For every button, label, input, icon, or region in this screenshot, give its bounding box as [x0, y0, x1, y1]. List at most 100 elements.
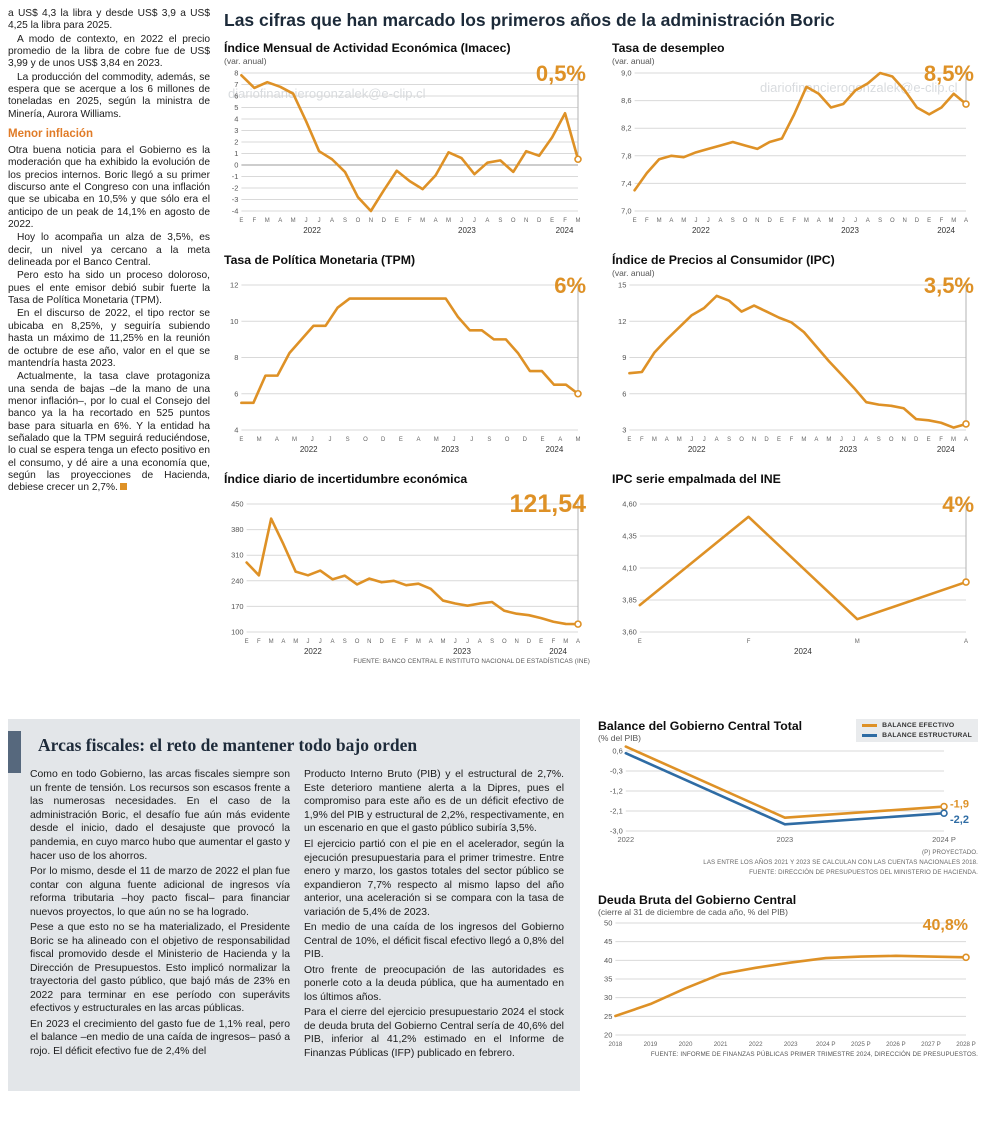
y-tick-label: 7: [234, 80, 238, 89]
y-tick-label: 0,6: [612, 747, 622, 756]
article-paragraph: Otro frente de preocupación de las autor…: [304, 964, 564, 1003]
x-tick-label: J: [311, 437, 314, 443]
x-tick-label: J: [473, 218, 476, 224]
y-tick-label: -4: [232, 207, 239, 216]
chart-ipc: Índice de Precios al Consumidor (IPC) (v…: [612, 253, 978, 454]
year-label: 2022: [300, 445, 318, 454]
article-paragraph: Por lo mismo, desde el 11 de marzo de 20…: [30, 866, 290, 918]
x-tick-label: S: [490, 639, 494, 645]
chart-plot: 4,60 4,35 4,10 3,85 3,60 E F M A 2024 4%: [612, 492, 978, 656]
x-tick-label: S: [877, 437, 881, 443]
x-tick-label: M: [677, 437, 682, 443]
y-tick-label: 3: [622, 426, 626, 435]
chart-subtitle: (var. anual): [612, 268, 655, 279]
y-tick-label: -1: [232, 172, 239, 181]
x-tick-label: M: [681, 218, 686, 224]
year-label: 2023: [841, 226, 859, 235]
article-paragraph: A modo de contexto, en 2022 el precio pr…: [8, 33, 210, 70]
chart-line-0: [240, 74, 580, 213]
x-tick-label: S: [731, 218, 735, 224]
y-tick-label: 15: [618, 281, 626, 290]
y-tick-label: 3,60: [622, 628, 637, 637]
chart-title: Tasa de desempleo: [612, 41, 725, 55]
x-tick-label: 2025 P: [851, 1041, 871, 1048]
x-tick-label: S: [346, 437, 350, 443]
chart-incertidumbre: Índice diario de incertidumbre económica…: [224, 472, 590, 665]
y-tick-label: -1,2: [610, 787, 623, 796]
x-tick-label: O: [511, 218, 516, 224]
year-label: 2023: [458, 226, 476, 235]
x-tick-label: M: [293, 639, 298, 645]
chart-title: Balance del Gobierno Central Total: [598, 719, 803, 734]
y-tick-label: 4,60: [622, 500, 637, 509]
x-tick-label: 2019: [644, 1041, 658, 1048]
year-label: 2024: [937, 226, 955, 235]
x-tick-label: 2023: [777, 835, 794, 844]
x-tick-label: J: [305, 218, 308, 224]
x-tick-label: A: [669, 218, 673, 224]
x-tick-label: O: [505, 437, 510, 443]
x-tick-label: E: [395, 218, 399, 224]
x-tick-label: E: [927, 218, 931, 224]
x-tick-label: M: [801, 437, 806, 443]
x-tick-label: J: [318, 218, 321, 224]
x-tick-label: D: [382, 218, 387, 224]
x-tick-label: A: [434, 218, 438, 224]
x-tick-label: F: [408, 218, 412, 224]
y-tick-label: 170: [231, 602, 244, 611]
article-subheading: Menor inflación: [8, 128, 93, 141]
x-tick-label: J: [703, 437, 706, 443]
line-chart-canvas: 9,0 8,6 8,2 7,8 7,4 7,0 E F M A M J J A S O N D E F M A M J J A S O…: [612, 67, 978, 235]
chart-deuda: Deuda Bruta del Gobierno Central (cierre…: [598, 893, 978, 1058]
y-tick-label: 1: [234, 149, 238, 158]
y-tick-label: 0: [234, 161, 238, 170]
series-end-label: -2,2: [950, 815, 969, 827]
x-tick-label: 2022: [617, 835, 634, 844]
x-tick-label: J: [466, 639, 469, 645]
chart-subtitle: (% del PIB): [598, 733, 641, 744]
y-tick-label: 6: [234, 92, 238, 101]
chart-line-0: [624, 745, 946, 820]
x-tick-label: J: [707, 218, 710, 224]
chart-footnote: LAS ENTRE LOS AÑOS 2021 Y 2023 SE CALCUL…: [703, 859, 978, 867]
chart-tpm: Tasa de Política Monetaria (TPM) 12 10 8 6 4…: [224, 253, 590, 454]
x-tick-label: E: [780, 218, 784, 224]
chart-title: Deuda Bruta del Gobierno Central: [598, 893, 797, 908]
y-tick-label: 20: [604, 1031, 612, 1040]
y-tick-label: 450: [231, 500, 244, 509]
chart-highlight-value: 121,54: [509, 490, 586, 519]
line-chart-canvas: 15 12 9 6 3 E F M A M J J A S O N D E F M A M J J A S O N D E F M A 2022 2…: [612, 279, 978, 454]
x-tick-label: E: [927, 437, 931, 443]
x-tick-label: F: [790, 437, 794, 443]
chart-subtitle: [224, 268, 590, 279]
x-tick-label: J: [328, 437, 331, 443]
y-tick-label: -3: [232, 195, 239, 204]
x-tick-label: A: [478, 639, 482, 645]
x-tick-label: F: [792, 218, 796, 224]
x-tick-label: F: [940, 218, 944, 224]
year-label: 2024: [794, 647, 812, 656]
x-tick-label: O: [890, 218, 895, 224]
line-chart-canvas: 50 45 40 35 30 25 20 2018 2019 2020 2021 2022 2023 20…: [598, 917, 978, 1049]
chart-plot: 8 7 6 5 4 3 2 1 0 -1 -2 -3 -4 E F M A M J J A S O N D E F M A M J J A S O N…: [224, 61, 590, 235]
chart-legend: BALANCE EFECTIVO BALANCE ESTRUCTURAL: [856, 719, 978, 743]
x-tick-label: A: [330, 218, 334, 224]
x-tick-label: 2023: [784, 1041, 798, 1048]
x-tick-label: A: [814, 437, 818, 443]
x-tick-label: M: [657, 218, 662, 224]
x-tick-label: M: [434, 437, 439, 443]
chart-subtitle: [612, 487, 978, 498]
x-tick-label: D: [764, 437, 769, 443]
x-tick-label: 2021: [714, 1041, 728, 1048]
x-tick-label: D: [523, 437, 528, 443]
x-tick-label: A: [864, 437, 868, 443]
chart-desempleo: Tasa de desempleo (var. anual) 9,0 8,6 8,2…: [612, 41, 978, 235]
x-tick-label: A: [719, 218, 723, 224]
chart-subtitle: (cierre al 31 de diciembre de cada año, …: [598, 907, 788, 918]
y-tick-label: 4,10: [622, 564, 637, 573]
x-tick-label: E: [777, 437, 781, 443]
